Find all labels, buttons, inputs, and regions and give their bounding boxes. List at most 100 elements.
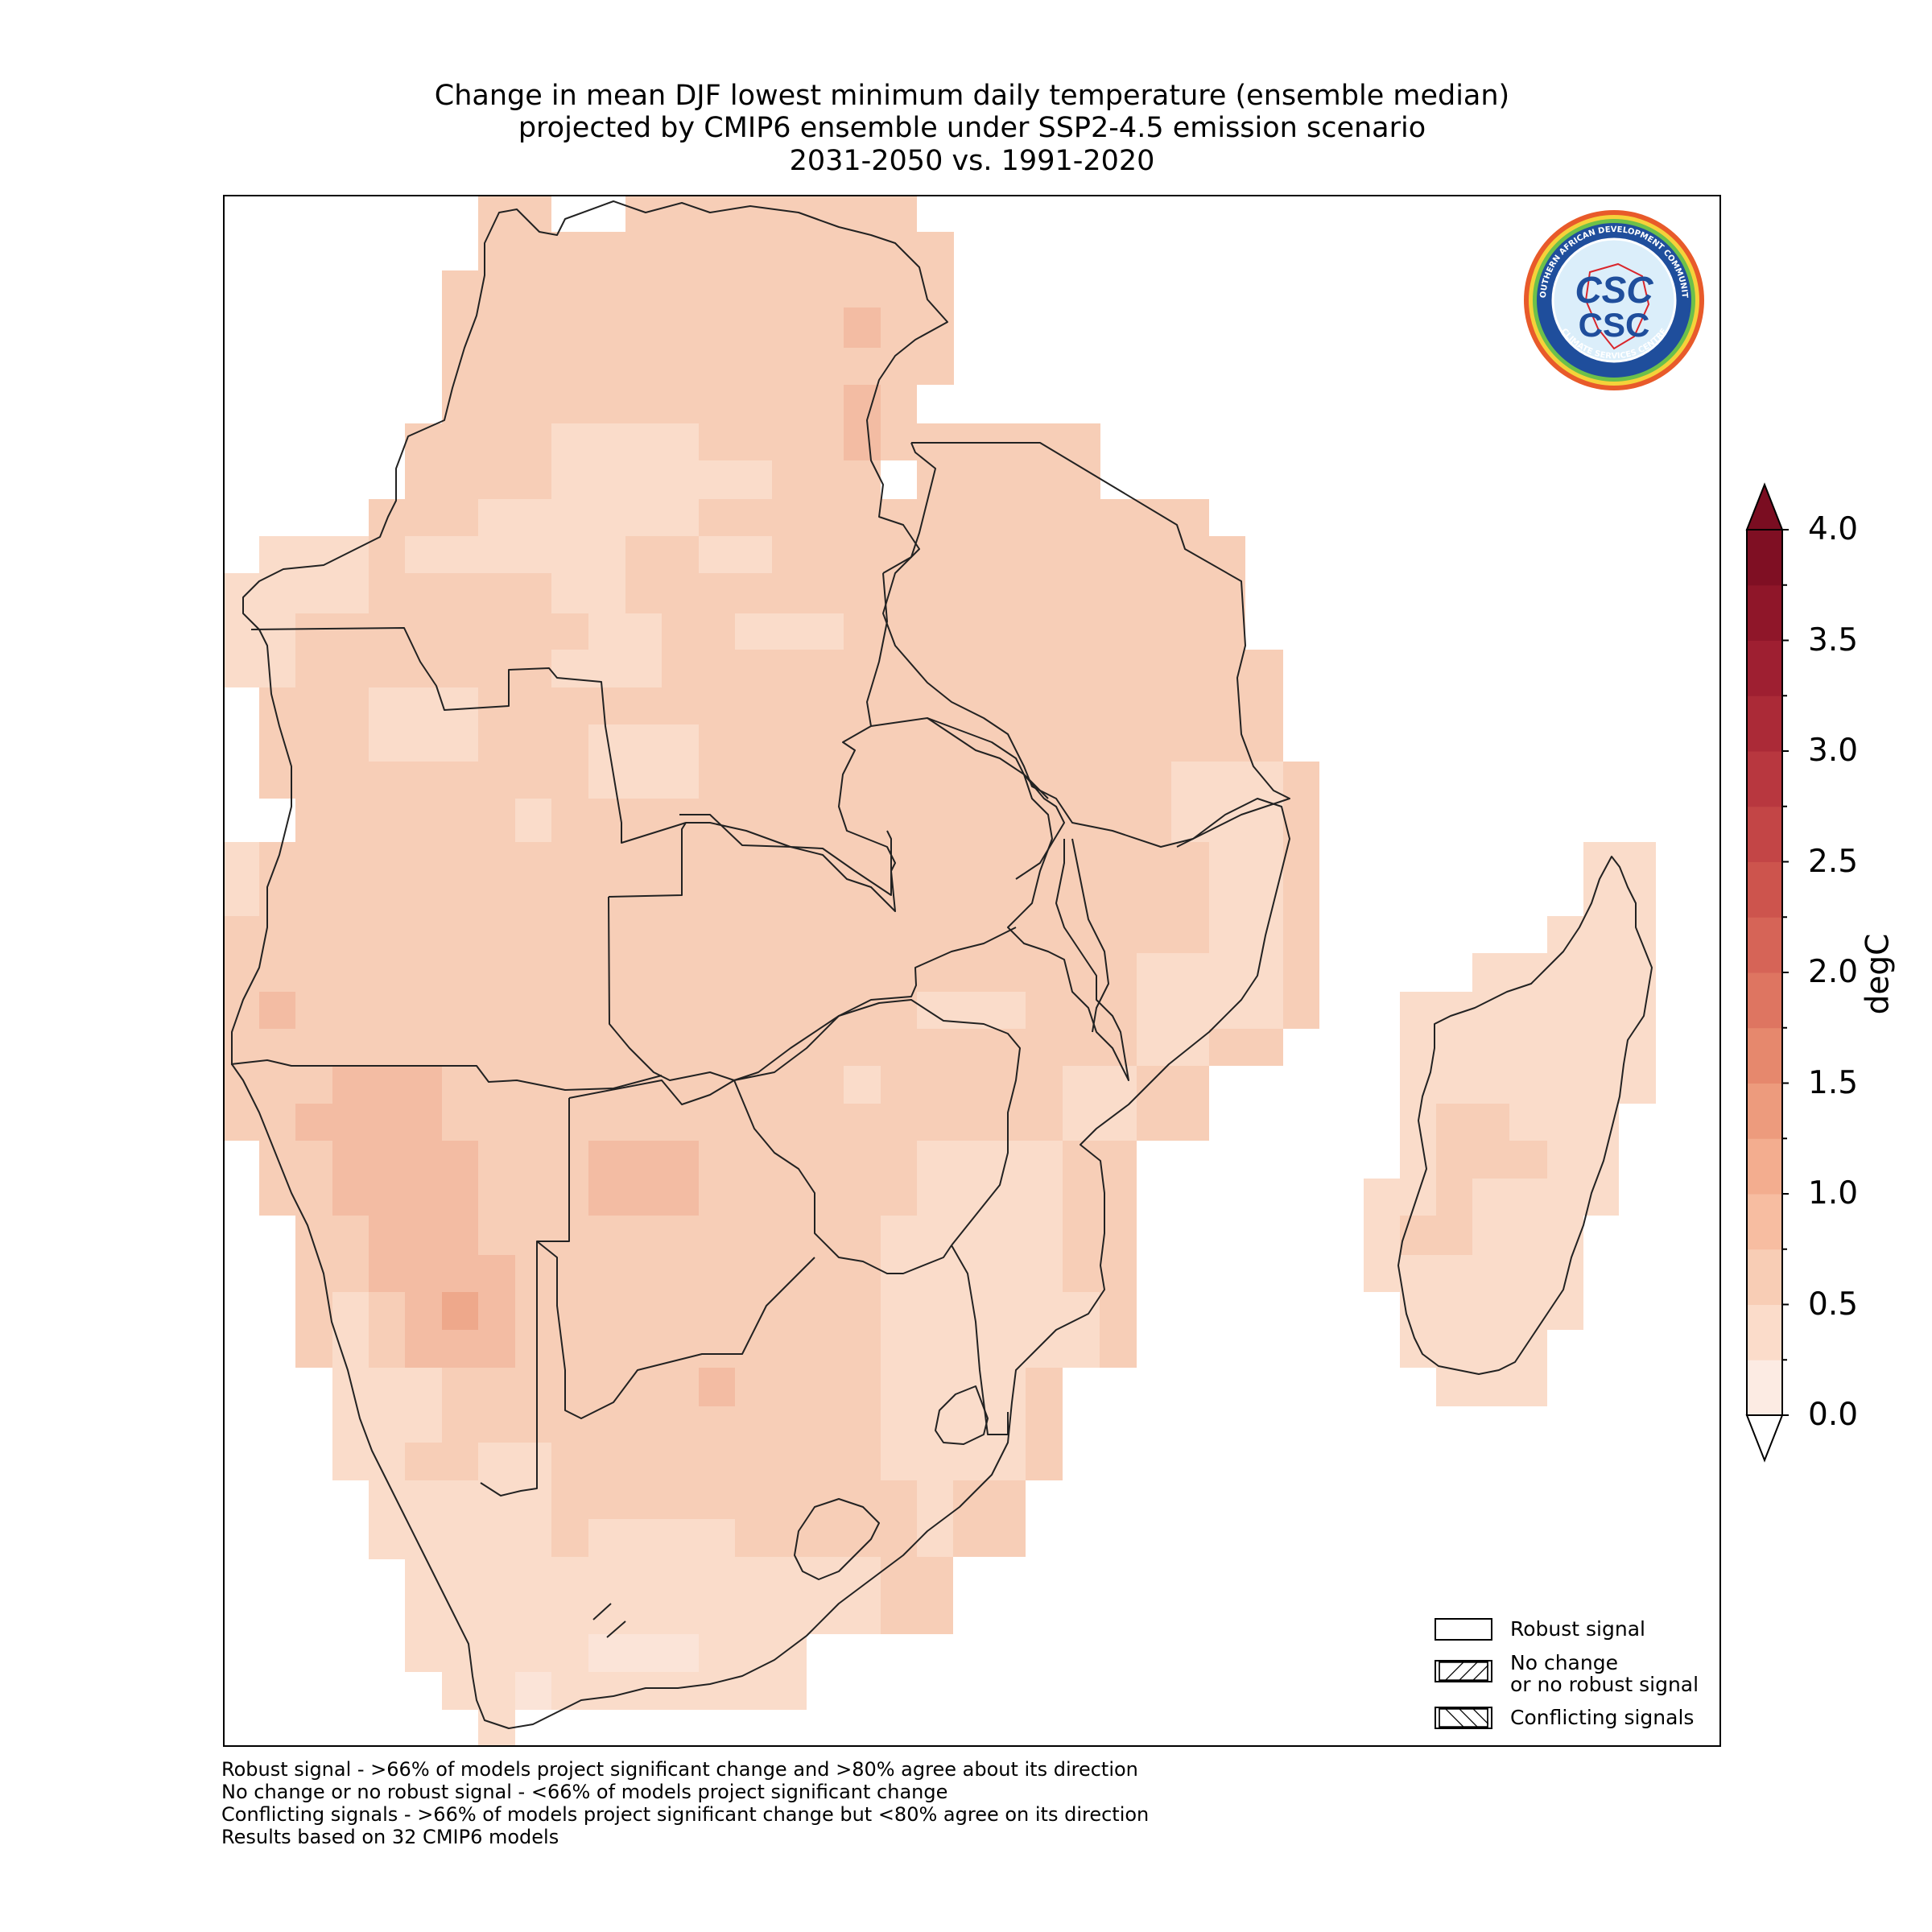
- light-patch-mz-coast: [917, 992, 1026, 1029]
- light-patch-south-coast: [332, 1292, 881, 1745]
- colorbar-under-extension: [1745, 1414, 1784, 1463]
- light-patch-north-4: [699, 536, 772, 573]
- madagascar-dark-patch: [1400, 1104, 1547, 1255]
- lightest-patch-cape-2: [515, 1672, 551, 1710]
- map-title-line-3: 2031-2050 vs. 1991-2020: [789, 145, 1155, 177]
- colorbar-segment: [1747, 530, 1782, 586]
- coast-marks: [592, 1603, 626, 1638]
- light-patch-angola: [369, 687, 478, 762]
- light-patch-angola-2: [588, 724, 699, 799]
- border-tanzania-west: [882, 442, 936, 574]
- light-patch-north-5: [735, 613, 844, 650]
- dark-patch-namibia-core: [442, 1292, 478, 1330]
- legend-conflicting-swatch: [1435, 1707, 1492, 1729]
- colorbar: [1745, 482, 1789, 1463]
- light-patch-west-coast: [225, 536, 369, 799]
- light-patch-angola-3: [515, 799, 551, 842]
- colorbar-segments: [1746, 529, 1783, 1416]
- dark-patch-botswana: [588, 1141, 699, 1216]
- light-patch-mozambique-south: [881, 1141, 1100, 1557]
- light-patch-namibia-south: [369, 1368, 442, 1443]
- border-botswana: [568, 1080, 952, 1274]
- colorbar-segment: [1747, 861, 1782, 918]
- coastline-west: [231, 200, 1290, 1729]
- colorbar-ticks: [1782, 529, 1789, 1416]
- colorbar-segment: [1747, 584, 1782, 641]
- border-zambia: [608, 822, 1017, 1081]
- border-namibia-angola: [230, 1059, 663, 1091]
- colorbar-unit-label: degC: [1860, 933, 1897, 1015]
- map-title-line-1: Change in mean DJF lowest minimum daily …: [434, 80, 1510, 112]
- colorbar-tick-label: 2.5: [1808, 843, 1859, 880]
- madagascar-grid-fill: [1364, 842, 1656, 1406]
- footnote-conflicting: Conflicting signals - >66% of models pro…: [221, 1803, 1150, 1826]
- country-borders: [230, 200, 1653, 1729]
- colorbar-segment: [1747, 1083, 1782, 1139]
- map-canvas: [225, 196, 1656, 1745]
- map-frame: [223, 195, 1721, 1747]
- legend-conflicting-label: Conflicting signals: [1510, 1706, 1695, 1729]
- colorbar-segment: [1747, 1360, 1782, 1416]
- colorbar-segment: [1747, 640, 1782, 696]
- colorbar-tick-label: 0.5: [1808, 1286, 1859, 1323]
- colorbar-segment: [1747, 806, 1782, 862]
- border-namibia-botswana: [480, 1098, 570, 1496]
- colorbar-segment: [1747, 1304, 1782, 1360]
- legend-no-change-swatch: [1435, 1660, 1492, 1682]
- border-mozambique-sa: [951, 1245, 1009, 1435]
- colorbar-segment: [1747, 1249, 1782, 1305]
- footnote-robust: Robust signal - >66% of models project s…: [221, 1758, 1138, 1781]
- footnotes: Robust signal - >66% of models project s…: [221, 1758, 1149, 1848]
- colorbar-segment: [1747, 696, 1782, 752]
- border-drc-zambia: [679, 717, 1049, 912]
- colorbar-segment: [1747, 917, 1782, 973]
- light-patch-mozambique: [1026, 762, 1283, 1216]
- colorbar-tick-label: 4.0: [1808, 511, 1859, 547]
- light-patch-north-2: [551, 536, 625, 613]
- legend-robust-swatch: [1435, 1618, 1492, 1641]
- lake-malawi: [1071, 838, 1109, 1033]
- sadc-csc-logo: CSC CSC SOUTHERN AFRICAN DEVELOPMENT COM…: [1521, 208, 1704, 390]
- border-lesotho: [794, 1498, 880, 1580]
- no-data-cell-1: [551, 196, 625, 232]
- colorbar-segment: [1747, 972, 1782, 1029]
- footnote-models: Results based on 32 CMIP6 models: [221, 1826, 559, 1848]
- colorbar-segment: [1747, 751, 1782, 807]
- colorbar-tick-label: 2.0: [1808, 954, 1859, 990]
- no-data-cell-2: [881, 460, 917, 499]
- colorbar-over-extension: [1745, 482, 1784, 530]
- light-patch-zim: [844, 1066, 881, 1104]
- dark-patch-drc-1: [844, 308, 881, 348]
- dark-patch-angola-coast: [259, 992, 295, 1029]
- legend-no-change-label-2: or no robust signal: [1510, 1673, 1699, 1696]
- temperature-change-grid: [225, 196, 1656, 1745]
- colorbar-tick-label: 1.0: [1808, 1175, 1859, 1212]
- logo-top-text: CSC: [1575, 269, 1653, 311]
- dark-patch-sa-1: [699, 1368, 735, 1406]
- lake-tanganyika: [866, 572, 888, 727]
- light-patch-wcoast-2: [225, 842, 259, 916]
- colorbar-tick-label: 3.0: [1808, 733, 1859, 769]
- logo-bottom-text: CSC: [1579, 306, 1650, 344]
- colorbar-segment: [1747, 1194, 1782, 1250]
- border-zimbabwe: [733, 999, 1021, 1246]
- border-eswatini: [935, 1385, 989, 1445]
- colorbar-tick-label: 1.5: [1808, 1064, 1859, 1101]
- legend-no-change-label-1: No change: [1510, 1651, 1618, 1674]
- colorbar-segment: [1747, 1138, 1782, 1195]
- border-tanzania: [911, 442, 1290, 848]
- border-drc-angola: [250, 627, 892, 896]
- light-patch-north-1: [405, 423, 772, 573]
- border-malawi: [1007, 774, 1129, 1081]
- madagascar-outline: [1397, 856, 1653, 1375]
- light-patch-north-3: [551, 613, 662, 687]
- footnote-no-change: No change or no robust signal - <66% of …: [221, 1781, 948, 1803]
- dark-patch-drc-2: [844, 385, 881, 460]
- colorbar-tick-label: 3.5: [1808, 621, 1859, 658]
- lightest-patch-cape: [588, 1634, 699, 1672]
- border-botswana-sa: [536, 1241, 815, 1419]
- colorbar-tick-label: 0.0: [1808, 1397, 1859, 1433]
- colorbar-segment: [1747, 1027, 1782, 1084]
- legend-robust-label: Robust signal: [1510, 1617, 1645, 1641]
- no-data-cell-3: [225, 687, 259, 799]
